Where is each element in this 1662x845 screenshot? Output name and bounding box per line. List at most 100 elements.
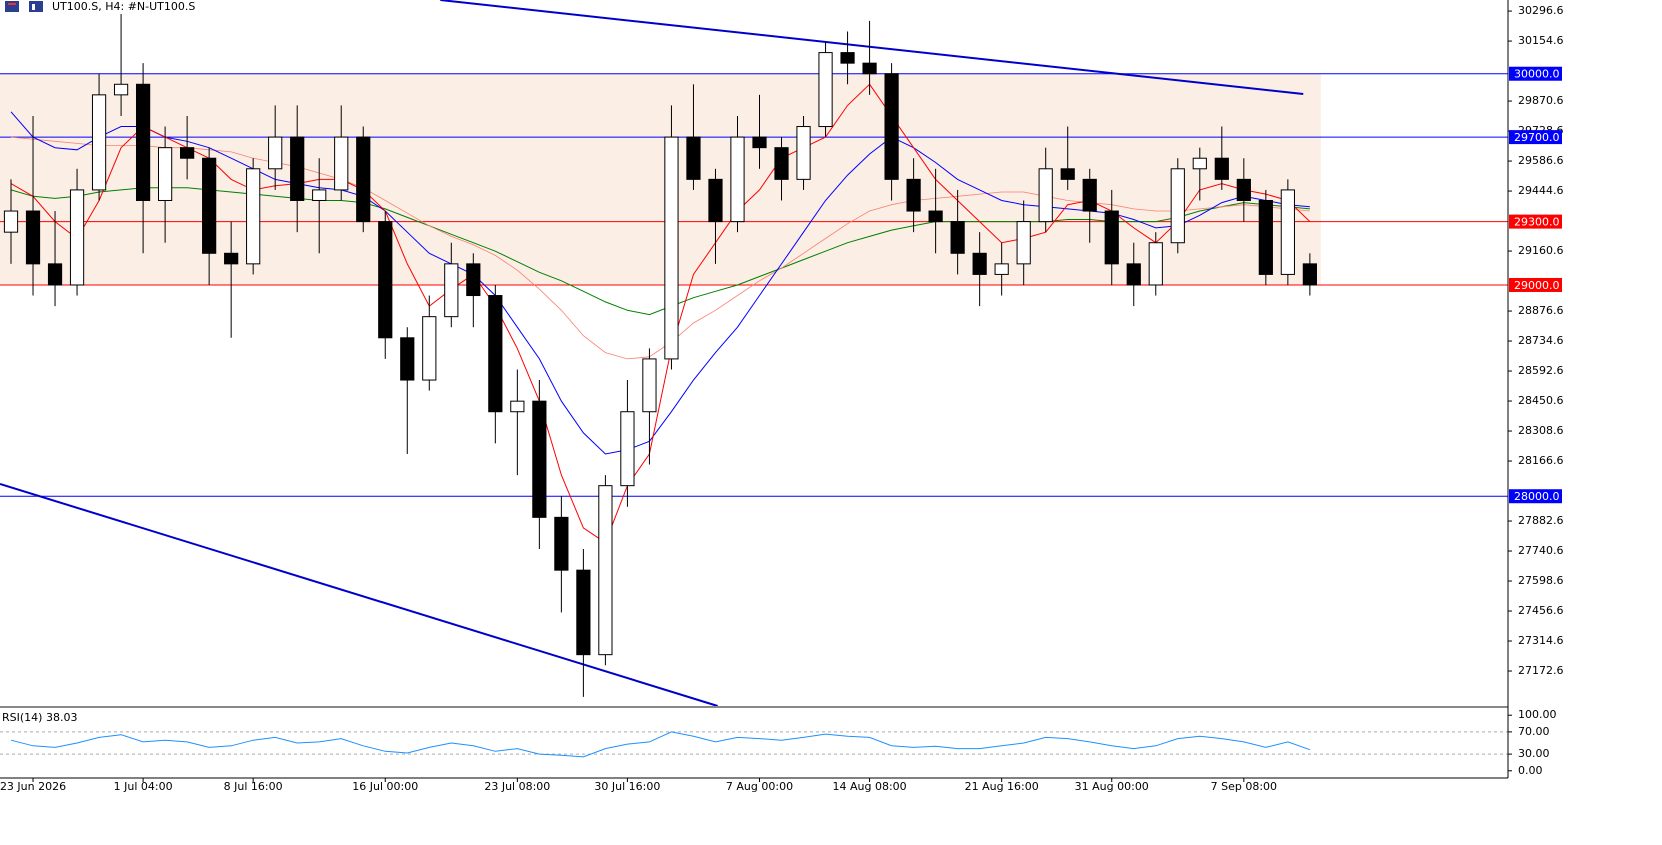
indicator-title: RSI(14) 38.03: [2, 711, 77, 724]
y-tick-label: 30154.6: [1518, 34, 1564, 47]
candle-body: [752, 136, 767, 149]
x-tick-label: 21 Aug 16:00: [965, 780, 1039, 793]
candle-body: [1016, 221, 1031, 265]
trendline: [440, 0, 1304, 96]
candle-body: [598, 485, 613, 656]
candle-body: [1280, 189, 1295, 275]
x-tick-label: 7 Aug 00:00: [726, 780, 793, 793]
y-tick-label: 29586.6: [1518, 154, 1564, 167]
candle-body: [3, 210, 19, 233]
candle-body: [840, 52, 855, 64]
y-tick-label: 28450.6: [1518, 394, 1564, 407]
candle-body: [25, 210, 41, 265]
x-tick-label: 7 Sep 08:00: [1211, 780, 1277, 793]
candle-body: [135, 83, 151, 201]
candle-body: [1082, 178, 1097, 212]
candle-body: [290, 136, 305, 201]
candle-body: [47, 263, 63, 286]
candle-body: [906, 178, 921, 212]
chart-title: UT100.S, H4: #N-UT100.S: [52, 0, 195, 13]
candle-body: [950, 221, 965, 254]
candle-body: [884, 73, 899, 180]
y-tick-label: 28592.6: [1518, 364, 1564, 377]
level-label-box: [1509, 214, 1562, 229]
y-tick-label: 27314.6: [1518, 634, 1564, 647]
candle-body: [1258, 199, 1273, 275]
y-tick-label: 30.00: [1518, 747, 1550, 760]
candle-body: [620, 411, 635, 487]
candle-body: [378, 221, 393, 339]
icon: [29, 1, 43, 12]
candle-body: [1148, 242, 1163, 286]
candle-body: [664, 136, 679, 360]
level-label-box: [1509, 130, 1562, 145]
x-tick-label: 8 Jul 16:00: [224, 780, 283, 793]
candle-body: [730, 136, 745, 223]
candle-body: [708, 178, 723, 223]
candle-body: [1214, 157, 1229, 180]
level-label-box: [1509, 489, 1562, 504]
candle-body: [113, 83, 129, 96]
candle-body: [488, 295, 503, 413]
candle-body: [422, 316, 437, 381]
candle-body: [796, 126, 811, 180]
candle-body: [466, 263, 481, 297]
candle-body: [510, 400, 525, 413]
icon: [8, 3, 16, 5]
candle-body: [642, 358, 657, 413]
candle-body: [686, 136, 701, 180]
icon: [5, 1, 19, 12]
candle-body: [444, 263, 459, 318]
candle-body: [576, 569, 591, 656]
candle-body: [994, 263, 1009, 275]
title-backdrop: [0, 0, 300, 14]
y-tick-label: 70.00: [1518, 725, 1550, 738]
y-tick-label: 29444.6: [1518, 184, 1564, 197]
candle-body: [774, 147, 789, 180]
x-tick-label: 23 Jul 08:00: [484, 780, 550, 793]
candle-body: [356, 136, 371, 223]
moving-average: [10, 187, 1310, 316]
candle-body: [1038, 168, 1053, 223]
level-label-box: [1509, 66, 1562, 81]
candle-body: [180, 147, 195, 159]
y-tick-label: 27598.6: [1518, 574, 1564, 587]
level-label: 28000.0: [1514, 490, 1560, 503]
candle-body: [158, 147, 173, 201]
candle-body: [972, 252, 987, 275]
candle-body: [1302, 263, 1317, 286]
candle-body: [69, 189, 85, 286]
zone: [0, 73, 1321, 285]
candle-body: [202, 157, 217, 254]
candle-body: [1060, 168, 1075, 180]
icon: [32, 4, 35, 10]
x-tick-label: 30 Jul 16:00: [594, 780, 660, 793]
y-tick-label: 27882.6: [1518, 514, 1564, 527]
y-tick-label: 30296.6: [1518, 4, 1564, 17]
y-tick-label: 27456.6: [1518, 604, 1564, 617]
candle-body: [312, 189, 327, 201]
y-tick-label: 100.00: [1518, 708, 1557, 721]
candle-body: [91, 94, 107, 191]
candle-body: [928, 210, 943, 223]
candle-body: [268, 136, 283, 170]
y-tick-label: 27740.6: [1518, 544, 1564, 557]
candle-body: [862, 62, 877, 75]
x-tick-label: 31 Aug 00:00: [1075, 780, 1149, 793]
y-tick-label: 28734.6: [1518, 334, 1564, 347]
candle-body: [224, 252, 239, 265]
plot-layer: 30296.630154.629870.629728.629586.629444…: [0, 0, 1564, 793]
indicator-line: [10, 731, 1311, 758]
level-label: 29000.0: [1514, 279, 1560, 292]
x-tick-label: 23 Jun 2026: [0, 780, 66, 793]
level-label: 29300.0: [1514, 216, 1560, 229]
x-tick-label: 14 Aug 08:00: [832, 780, 906, 793]
y-tick-label: 28876.6: [1518, 304, 1564, 317]
candle-body: [818, 52, 833, 128]
candle-body: [1104, 210, 1119, 265]
trendline: [0, 483, 718, 707]
candle-body: [1236, 178, 1251, 201]
candle-body: [400, 337, 415, 381]
